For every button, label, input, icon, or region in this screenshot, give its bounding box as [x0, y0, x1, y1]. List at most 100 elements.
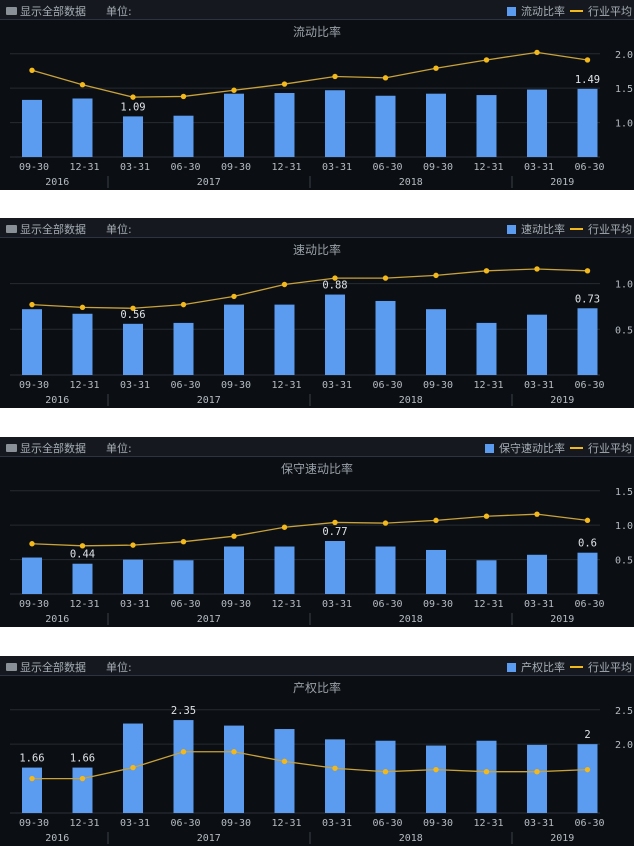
legend-line-label[interactable]: 行业平均 [588, 661, 632, 674]
bar[interactable] [527, 744, 547, 813]
bar[interactable] [476, 95, 497, 157]
bar[interactable] [577, 308, 598, 375]
line-point[interactable] [281, 758, 288, 765]
line-point[interactable] [79, 775, 86, 782]
bar[interactable] [325, 541, 345, 594]
line-point[interactable] [231, 293, 237, 300]
bar[interactable] [375, 95, 396, 157]
bar[interactable] [325, 739, 345, 813]
line-point[interactable] [584, 57, 591, 63]
line-point[interactable] [29, 541, 35, 547]
line-point[interactable] [534, 49, 540, 56]
bar[interactable] [426, 309, 446, 375]
line-point[interactable] [231, 87, 237, 93]
line-point[interactable] [534, 266, 540, 272]
show-all-data-button[interactable]: 显示全部数据 [6, 440, 86, 456]
line-point[interactable] [534, 769, 540, 775]
bar[interactable] [274, 729, 295, 813]
bar[interactable] [224, 546, 244, 594]
bar[interactable] [426, 745, 446, 813]
show-all-data-button[interactable]: 显示全部数据 [6, 221, 86, 237]
bar[interactable] [375, 300, 396, 375]
line-point[interactable] [29, 67, 35, 73]
line-point[interactable] [231, 533, 237, 539]
line-point[interactable] [231, 749, 237, 755]
bar[interactable] [173, 560, 194, 594]
line-point[interactable] [382, 275, 389, 281]
line-point[interactable] [433, 65, 439, 71]
bar[interactable] [224, 93, 244, 157]
line-point[interactable] [584, 517, 591, 524]
line-point[interactable] [281, 281, 288, 288]
bar[interactable] [22, 99, 42, 157]
line-point[interactable] [180, 93, 187, 100]
bar[interactable] [123, 323, 143, 375]
line-point[interactable] [79, 82, 86, 88]
bar[interactable] [123, 559, 143, 594]
legend-bar-swatch[interactable] [485, 443, 494, 453]
line-point[interactable] [433, 517, 439, 524]
bar[interactable] [72, 767, 93, 813]
line-point[interactable] [29, 775, 35, 782]
bar[interactable] [577, 744, 598, 813]
legend-line-swatch[interactable] [570, 228, 583, 230]
legend-line-label[interactable]: 行业平均 [588, 442, 632, 455]
bar[interactable] [577, 88, 598, 157]
line-point[interactable] [382, 75, 389, 81]
bar[interactable] [426, 93, 446, 157]
line-point[interactable] [332, 765, 338, 771]
line-point[interactable] [332, 275, 338, 281]
bar[interactable] [325, 294, 345, 375]
bar[interactable] [173, 115, 194, 157]
legend-line-label[interactable]: 行业平均 [588, 223, 632, 236]
bar[interactable] [22, 767, 42, 813]
bar[interactable] [72, 563, 93, 594]
bar[interactable] [72, 98, 93, 158]
line-point[interactable] [483, 769, 490, 775]
line-point[interactable] [180, 301, 187, 308]
bar[interactable] [274, 304, 295, 375]
legend-bar-swatch[interactable] [507, 662, 516, 672]
legend-bar-label[interactable]: 速动比率 [521, 223, 565, 236]
bar[interactable] [22, 557, 42, 594]
bar[interactable] [325, 90, 345, 157]
line-point[interactable] [483, 513, 490, 519]
line-point[interactable] [534, 511, 540, 517]
legend-line-swatch[interactable] [570, 666, 583, 668]
line-point[interactable] [130, 305, 136, 311]
show-all-data-button[interactable]: 显示全部数据 [6, 3, 86, 19]
line-point[interactable] [281, 81, 288, 87]
legend-line-label[interactable]: 行业平均 [588, 5, 632, 18]
bar[interactable] [476, 322, 497, 375]
show-all-data-button[interactable]: 显示全部数据 [6, 659, 86, 675]
line-point[interactable] [433, 272, 439, 279]
line-point[interactable] [79, 543, 86, 549]
line-point[interactable] [382, 520, 389, 526]
line-point[interactable] [483, 268, 490, 274]
legend-bar-label[interactable]: 产权比率 [521, 661, 565, 674]
line-point[interactable] [584, 268, 591, 274]
line-point[interactable] [180, 749, 187, 755]
legend-bar-label[interactable]: 流动比率 [521, 5, 565, 18]
line-point[interactable] [281, 524, 288, 530]
bar[interactable] [527, 314, 547, 375]
bar[interactable] [274, 546, 295, 594]
bar[interactable] [476, 740, 497, 813]
line-point[interactable] [79, 304, 86, 311]
bar[interactable] [173, 720, 194, 813]
bar[interactable] [173, 322, 194, 375]
line-point[interactable] [382, 769, 389, 775]
bar[interactable] [274, 92, 295, 157]
legend-bar-label[interactable]: 保守速动比率 [499, 442, 565, 455]
bar[interactable] [527, 89, 547, 157]
bar[interactable] [527, 554, 547, 594]
bar[interactable] [375, 546, 396, 594]
bar[interactable] [476, 560, 497, 594]
line-point[interactable] [130, 542, 136, 548]
line-point[interactable] [29, 301, 35, 308]
line-point[interactable] [483, 57, 490, 63]
line-point[interactable] [332, 73, 338, 80]
bar[interactable] [22, 309, 42, 375]
bar[interactable] [426, 549, 446, 594]
bar[interactable] [123, 116, 143, 157]
